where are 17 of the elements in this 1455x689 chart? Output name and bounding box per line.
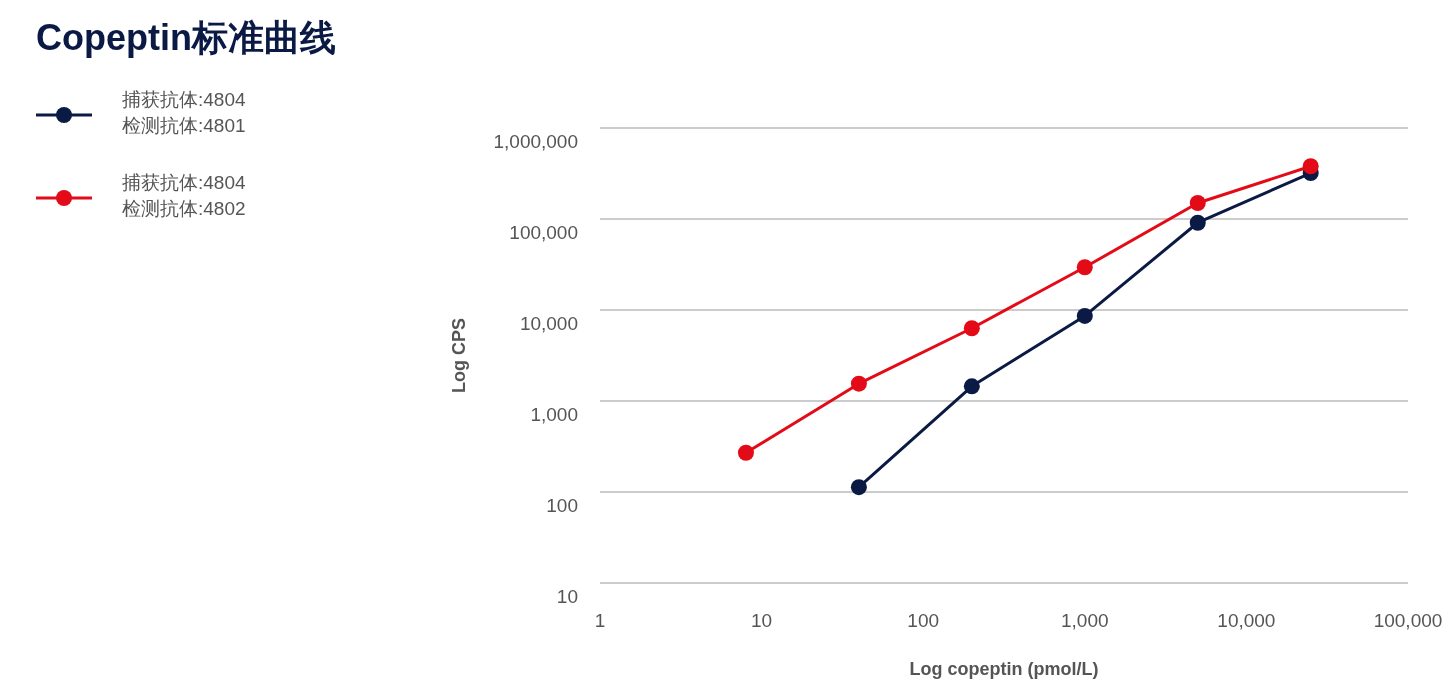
x-axis-title: Log copeptin (pmol/L) [909, 659, 1099, 679]
y-tick-label: 100,000 [509, 222, 578, 243]
x-tick-label: 100 [907, 610, 940, 631]
x-tick-label: 10 [751, 610, 773, 631]
x-tick-label: 1 [594, 610, 606, 631]
legend-label: 捕获抗体:4804 检测抗体:4802 [122, 172, 246, 219]
y-tick-label: 1,000,000 [493, 131, 578, 152]
legend-label: 捕获抗体:4804 检测抗体:4801 [122, 89, 246, 136]
x-tick-label: 10,000 [1217, 610, 1276, 631]
y-tick-label: 10,000 [519, 313, 578, 334]
text: Copeptin标准曲线 [36, 17, 336, 58]
x-tick-label: 100,000 [1373, 610, 1443, 631]
y-tick-label: 1,000 [530, 404, 578, 425]
y-axis-title: Log CPS [449, 318, 469, 393]
y-tick-label: 100 [546, 495, 578, 516]
y-tick-label: 10 [556, 586, 578, 607]
x-tick-label: 1,000 [1061, 610, 1109, 631]
